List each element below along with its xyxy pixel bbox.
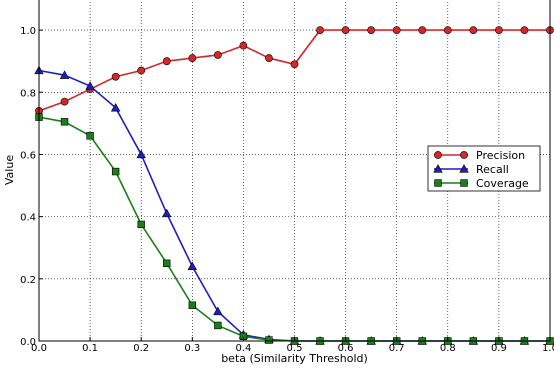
precision-point: [265, 54, 273, 62]
x-tick-label: 0.4: [235, 343, 251, 354]
coverage-point: [86, 132, 94, 140]
legend-item-coverage: Coverage: [434, 177, 529, 190]
x-tick-label: 0.6: [338, 343, 354, 354]
precision-point: [162, 57, 171, 66]
recall-point: [59, 70, 70, 79]
x-tick-label: 0.2: [133, 343, 149, 354]
x-axis-label: beta (Similarity Threshold): [221, 352, 368, 365]
legend-marker-coverage: [460, 179, 468, 187]
precision-point: [392, 26, 401, 34]
x-axis-ticks: 0.0 0.1 0.2 0.3 0.4 0.5 0.6 0.7 0.8 0.9 1.0: [31, 337, 554, 354]
recall-point: [110, 103, 121, 112]
recall-point: [85, 81, 95, 90]
legend-marker-recall: [459, 164, 469, 173]
coverage-point: [111, 167, 120, 176]
precision-point: [188, 54, 197, 62]
coverage-point: [214, 321, 222, 330]
x-tick-label: 0.8: [440, 343, 456, 354]
y-tick-label: 0.4: [20, 213, 36, 224]
y-tick-label: 0.2: [20, 275, 36, 286]
recall-point: [136, 149, 146, 159]
coverage-point: [163, 259, 171, 267]
precision-point: [341, 26, 350, 34]
legend-label-coverage: Coverage: [476, 177, 529, 190]
precision-point: [418, 26, 427, 34]
coverage-point: [265, 336, 273, 344]
x-tick-label: 0.3: [184, 343, 200, 354]
precision-point: [111, 72, 120, 81]
recall-point: [162, 208, 172, 218]
y-tick-label: 0.8: [20, 88, 36, 99]
recall-point: [213, 306, 223, 316]
x-tick-label: 0.1: [82, 343, 98, 354]
precision-point: [290, 60, 299, 69]
legend-item-recall: Recall: [433, 163, 509, 176]
legend-marker-precision: [434, 151, 442, 159]
y-axis-ticks: 0.0 0.2 0.4 0.6 0.8 1.0: [20, 26, 43, 348]
precision-point: [367, 26, 376, 34]
y-tick-label: 1.0: [20, 26, 36, 37]
y-tick-label: 0.0: [20, 337, 36, 348]
precision-point: [137, 66, 146, 75]
x-tick-label: 0.9: [491, 343, 507, 354]
legend-item-precision: Precision: [434, 149, 525, 162]
y-tick-label: 0.6: [20, 150, 36, 161]
recall-point: [187, 261, 198, 271]
legend-marker-coverage: [434, 179, 442, 187]
precision-point: [520, 26, 529, 34]
legend-marker-recall: [433, 164, 443, 173]
x-tick-label: 0.0: [31, 343, 47, 354]
precision-point: [443, 26, 452, 34]
legend-label-precision: Precision: [476, 149, 525, 162]
legend-label-recall: Recall: [476, 163, 509, 176]
y-axis-label: Value: [3, 155, 16, 185]
series-precision: [35, 26, 554, 115]
x-tick-label: 0.7: [389, 343, 405, 354]
precision-point: [60, 97, 69, 106]
precision-point: [239, 41, 248, 50]
coverage-point: [137, 220, 145, 229]
precision-point: [316, 26, 324, 34]
x-tick-label: 1.0: [542, 343, 554, 354]
legend-marker-precision: [460, 151, 468, 159]
precision-point: [494, 26, 503, 34]
precision-point: [213, 51, 222, 59]
coverage-point: [188, 301, 196, 309]
x-tick-label: 0.5: [287, 343, 303, 354]
precision-point: [469, 26, 478, 34]
coverage-point: [60, 118, 69, 126]
